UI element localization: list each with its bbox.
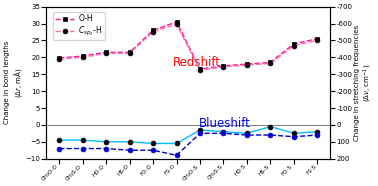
$C_{sp_2}$-H [245, 64, 249, 66]
O-H [291, 43, 296, 45]
$C_{sp_2}$-H [81, 56, 85, 58]
O-H [198, 68, 202, 70]
Y-axis label: Change in stretching frequencies
($\Delta \nu$, cm$^{-1}$): Change in stretching frequencies ($\Delt… [354, 25, 374, 141]
$C_{sp_2}$-H [198, 69, 202, 71]
O-H [151, 29, 155, 31]
O-H [127, 51, 132, 53]
O-H [57, 57, 62, 59]
Line: $C_{sp_2}$-H: $C_{sp_2}$-H [57, 22, 320, 73]
O-H [245, 63, 249, 65]
$C_{sp_2}$-H [315, 39, 320, 41]
$C_{sp_2}$-H [57, 58, 62, 60]
Y-axis label: Change in bond lengths
($\Delta r$, mÅ): Change in bond lengths ($\Delta r$, mÅ) [4, 41, 24, 124]
O-H [104, 51, 108, 53]
Legend: O-H, $C_{sp_2}$-H: O-H, $C_{sp_2}$-H [53, 12, 105, 40]
$C_{sp_2}$-H [221, 66, 226, 68]
O-H [221, 65, 226, 67]
$C_{sp_2}$-H [174, 23, 179, 25]
O-H [268, 61, 273, 64]
O-H [174, 21, 179, 23]
Text: Redshift: Redshift [173, 56, 221, 69]
Text: Blueshift: Blueshift [199, 117, 251, 130]
O-H [81, 55, 85, 57]
$C_{sp_2}$-H [291, 44, 296, 47]
$C_{sp_2}$-H [104, 52, 108, 54]
O-H [315, 38, 320, 40]
Line: O-H: O-H [57, 20, 320, 72]
$C_{sp_2}$-H [268, 62, 273, 65]
$C_{sp_2}$-H [151, 31, 155, 33]
$C_{sp_2}$-H [127, 52, 132, 54]
